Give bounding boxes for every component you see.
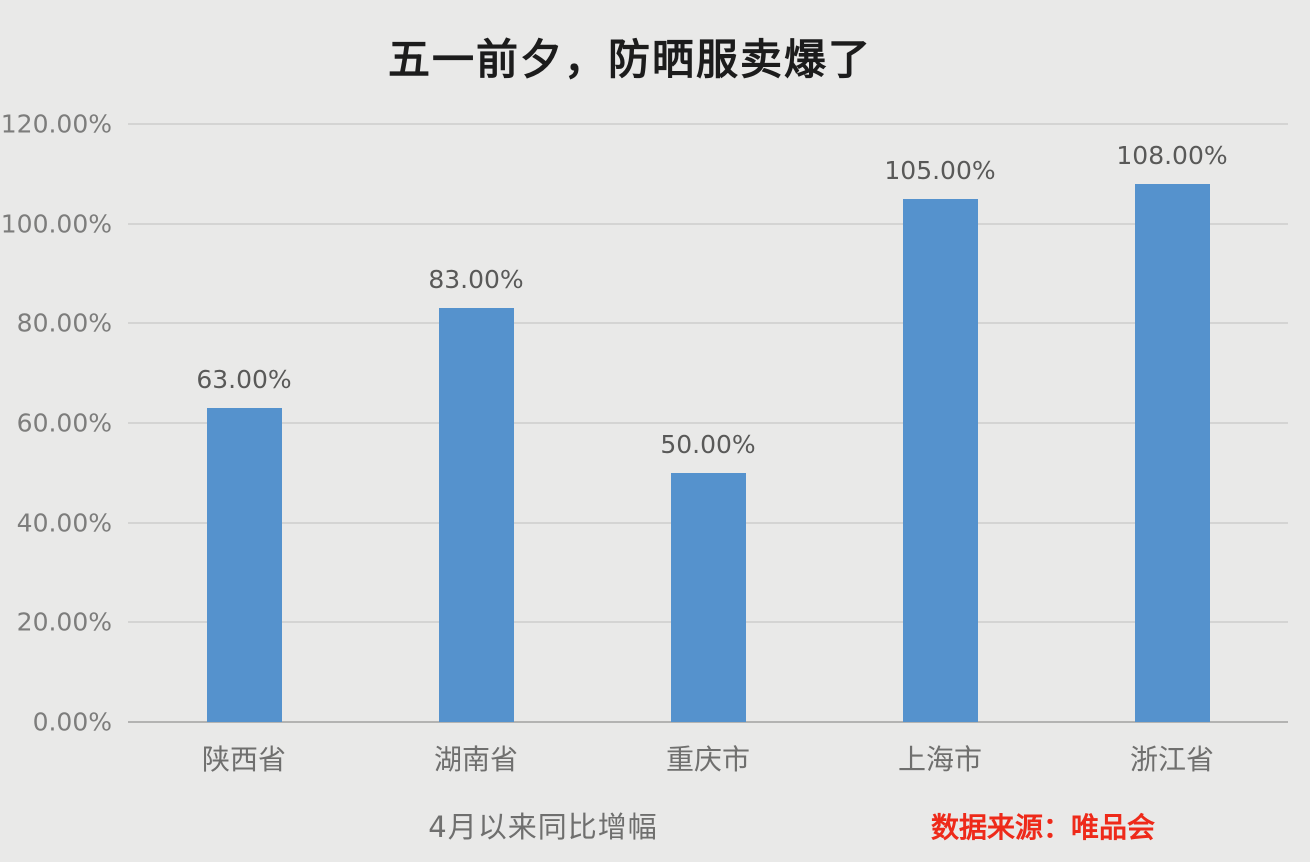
bar-value-label: 63.00% bbox=[196, 365, 292, 395]
bar-浙江省 bbox=[1134, 183, 1210, 722]
x-category-label: 浙江省 bbox=[1129, 743, 1214, 776]
y-tick-label: 0.00% bbox=[32, 707, 112, 737]
data-source-note: 数据来源：唯品会 bbox=[930, 811, 1156, 844]
y-tick-label: 20.00% bbox=[16, 607, 112, 637]
gridline bbox=[128, 422, 1288, 424]
y-tick-label: 100.00% bbox=[0, 209, 112, 239]
x-category-label: 上海市 bbox=[897, 743, 982, 776]
x-axis-title: 4月以来同比增幅 bbox=[428, 810, 658, 844]
x-category-label: 重庆市 bbox=[665, 743, 750, 776]
gridline bbox=[128, 721, 1288, 723]
y-tick-label: 120.00% bbox=[0, 109, 112, 139]
chart-title: 五一前夕，防晒服卖爆了 bbox=[387, 35, 873, 84]
y-tick-label: 60.00% bbox=[16, 408, 112, 438]
y-tick-label: 40.00% bbox=[16, 508, 112, 538]
gridline bbox=[128, 322, 1288, 325]
gridline bbox=[128, 123, 1288, 125]
bar-上海市 bbox=[902, 198, 978, 722]
bar-湖南省 bbox=[438, 308, 514, 722]
x-axis-labels: 陕西省 湖南省 重庆市 上海市 浙江省 bbox=[128, 730, 1288, 780]
x-category-label: 陕西省 bbox=[201, 743, 286, 776]
bar-value-label: 108.00% bbox=[1116, 140, 1228, 170]
bar-value-label: 83.00% bbox=[428, 265, 524, 295]
bar-value-label: 105.00% bbox=[884, 155, 996, 185]
y-axis-labels: 120.00% 100.00% 80.00% 60.00% 40.00% 20.00% 0.… bbox=[0, 110, 112, 737]
plot-area: 63.00% 83.00% 50.00% 105.00% 108.00% bbox=[128, 123, 1288, 723]
bar-陕西省 bbox=[206, 408, 282, 722]
bar-重庆市 bbox=[670, 472, 746, 722]
y-tick-label: 80.00% bbox=[16, 308, 112, 338]
x-category-label: 湖南省 bbox=[433, 743, 518, 776]
gridline bbox=[128, 222, 1288, 225]
bar-value-label: 50.00% bbox=[660, 429, 756, 459]
